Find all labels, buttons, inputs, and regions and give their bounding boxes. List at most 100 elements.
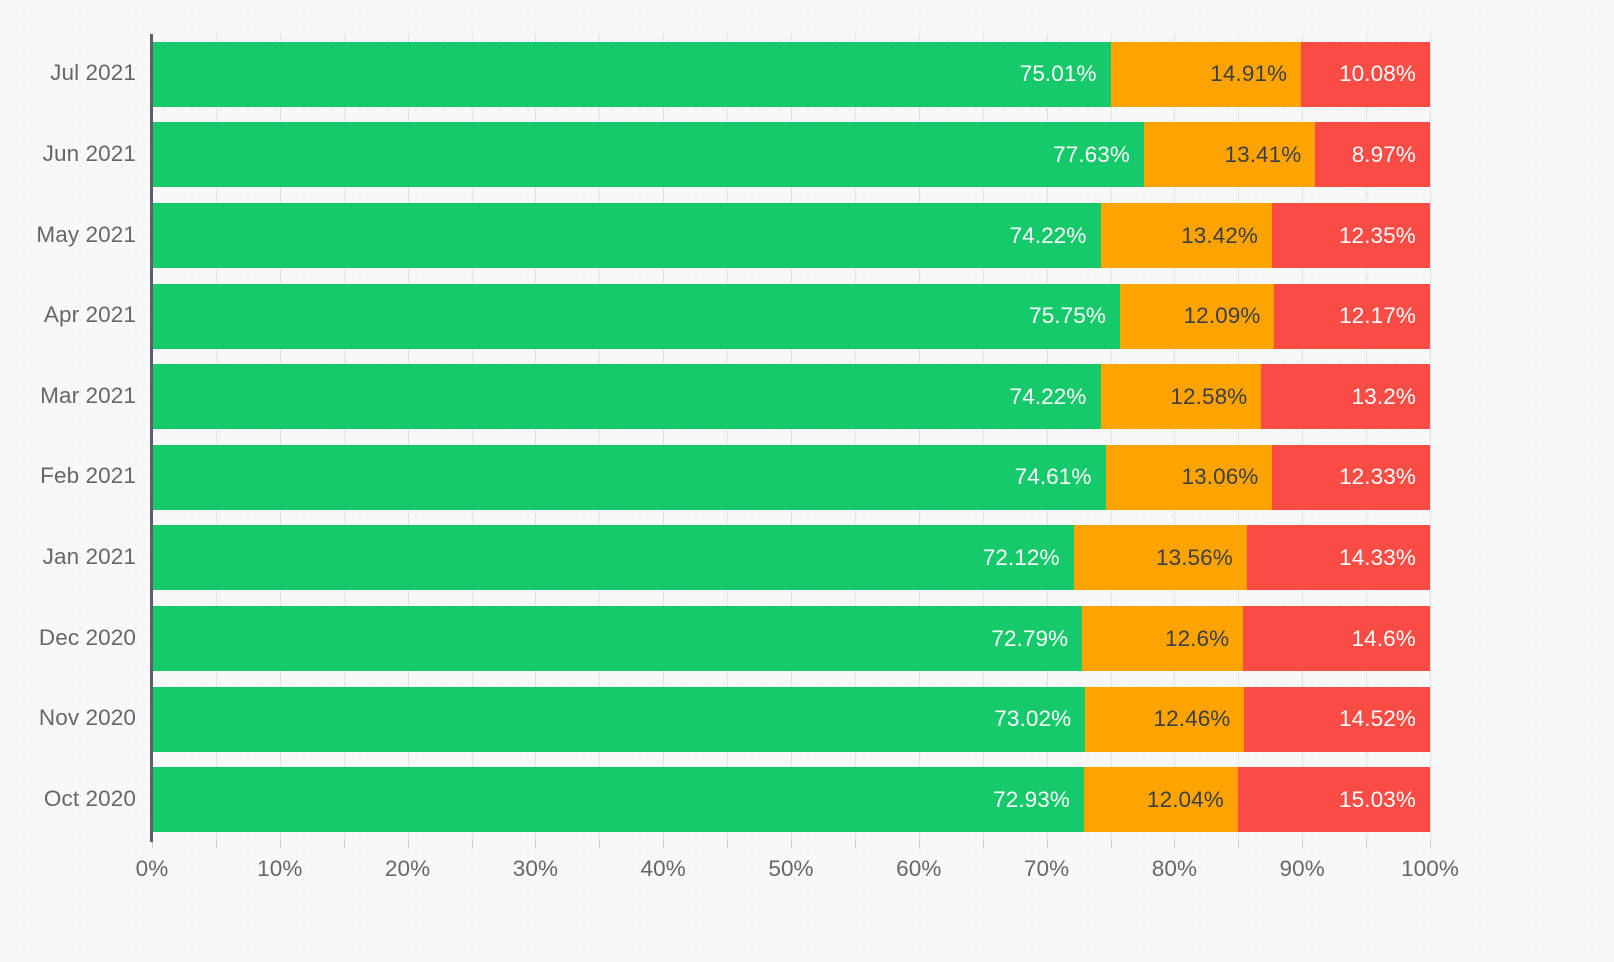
bar-segment-value-label: 13.06%	[1181, 464, 1259, 490]
bar-segment-value-label: 14.6%	[1351, 625, 1416, 651]
bar-segment-series-1[interactable]: 77.63%	[152, 122, 1145, 188]
bar-segment-value-label: 12.6%	[1164, 625, 1230, 651]
x-axis-tick-marks	[152, 840, 1431, 848]
bar-segment-value-label: 12.35%	[1338, 222, 1416, 248]
x-axis-label-100pct: 100%	[1401, 856, 1459, 881]
x-axis-tick-mark	[982, 840, 984, 848]
bar-segment-series-3[interactable]: 14.33%	[1246, 525, 1430, 591]
bar-segment-series-2[interactable]: 14.91%	[1110, 41, 1302, 107]
bar-segment-series-2[interactable]: 12.09%	[1120, 283, 1275, 349]
bar-segment-value-label: 72.93%	[993, 786, 1071, 812]
x-axis-tick-mark	[535, 840, 537, 848]
bar-row[interactable]: 72.93% 12.04% 15.03%	[152, 767, 1430, 833]
x-axis-label-90pct: 90%	[1279, 856, 1325, 881]
bar-segment-series-3[interactable]: 12.33%	[1272, 444, 1430, 510]
x-axis-tick-mark	[343, 840, 345, 848]
bar-segment-series-1[interactable]: 72.93%	[152, 767, 1085, 833]
bar-segment-series-3[interactable]: 10.08%	[1301, 41, 1430, 107]
bar-segment-series-2[interactable]: 13.56%	[1073, 525, 1247, 591]
x-axis-tick-mark	[1110, 840, 1112, 848]
x-axis-tick-mark	[279, 840, 281, 848]
bar-segment-value-label: 14.33%	[1339, 544, 1416, 570]
bar-row[interactable]: 74.22% 13.42% 12.35%	[152, 203, 1430, 268]
bar-segment-value-label: 74.22%	[1009, 222, 1087, 248]
bar-segment-series-2[interactable]: 13.41%	[1144, 122, 1316, 188]
x-axis-tick-mark	[1430, 840, 1431, 848]
x-axis-tick-mark	[663, 840, 665, 848]
x-axis-label-70pct: 70%	[1023, 856, 1070, 881]
bar-row[interactable]: 72.79% 12.6% 14.6%	[152, 606, 1430, 671]
bar-segment-value-label: 75.01%	[1019, 61, 1097, 87]
x-axis-tick-mark	[854, 840, 856, 848]
bars-layer: 75.01% 14.91% 10.08% 77.63% 13.41% 8.97% 74.22…	[152, 34, 1430, 840]
bar-segment-value-label: 8.97%	[1351, 141, 1416, 167]
y-axis-label-jul-2021: Jul 2021	[50, 60, 136, 86]
y-axis-label-may-2021: May 2021	[36, 221, 136, 247]
x-axis-tick-mark	[918, 840, 920, 848]
bar-row[interactable]: 74.61% 13.06% 12.33%	[152, 444, 1430, 510]
y-axis-label-feb-2021: Feb 2021	[40, 463, 136, 489]
x-axis-tick-mark	[1238, 840, 1240, 848]
bar-segment-series-2[interactable]: 12.46%	[1085, 686, 1245, 752]
bar-segment-series-3[interactable]: 13.2%	[1261, 364, 1430, 430]
bar-segment-value-label: 14.52%	[1339, 706, 1416, 732]
bar-segment-series-3[interactable]: 14.6%	[1243, 606, 1430, 671]
bar-segment-series-3[interactable]: 12.35%	[1272, 203, 1430, 268]
bar-row[interactable]: 75.01% 14.91% 10.08%	[152, 41, 1430, 107]
bar-segment-value-label: 74.22%	[1009, 383, 1087, 409]
bar-segment-value-label: 12.09%	[1183, 303, 1261, 329]
bar-segment-value-label: 74.61%	[1014, 464, 1092, 490]
x-axis-tick-mark	[1046, 840, 1048, 848]
bar-row[interactable]: 73.02% 12.46% 14.52%	[152, 686, 1430, 752]
x-axis-tick-mark	[215, 840, 217, 848]
x-axis-tick-mark	[407, 840, 409, 848]
bar-segment-series-1[interactable]: 74.22%	[152, 364, 1101, 430]
bar-segment-value-label: 12.04%	[1146, 786, 1224, 812]
bar-segment-value-label: 77.63%	[1053, 141, 1131, 167]
bar-segment-series-2[interactable]: 13.42%	[1100, 203, 1273, 268]
x-axis-label-10pct: 10%	[257, 856, 303, 881]
bar-segment-value-label: 14.91%	[1210, 61, 1288, 87]
bar-row[interactable]: 74.22% 12.58% 13.2%	[152, 364, 1430, 430]
x-axis-tick-mark	[471, 840, 473, 848]
x-axis-label-50pct: 50%	[768, 856, 814, 881]
bar-segment-value-label: 13.42%	[1181, 222, 1259, 248]
bar-segment-series-3[interactable]: 12.17%	[1274, 283, 1430, 349]
bar-segment-series-1[interactable]: 72.12%	[152, 525, 1074, 591]
bar-segment-series-3[interactable]: 15.03%	[1237, 767, 1430, 833]
bar-segment-value-label: 12.33%	[1339, 464, 1416, 490]
bar-segment-series-1[interactable]: 73.02%	[152, 686, 1086, 752]
bar-segment-series-1[interactable]: 74.61%	[152, 444, 1106, 510]
bar-segment-series-2[interactable]: 13.06%	[1105, 444, 1273, 510]
y-axis-label-jan-2021: Jan 2021	[42, 543, 136, 569]
x-axis-tick-mark	[1302, 840, 1304, 848]
plot-area: 75.01% 14.91% 10.08% 77.63% 13.41% 8.97% 74.22…	[152, 34, 1431, 840]
x-axis-tick-mark	[599, 840, 601, 848]
bar-segment-series-2[interactable]: 12.6%	[1082, 606, 1244, 671]
bar-segment-value-label: 12.17%	[1339, 303, 1416, 329]
bar-segment-series-1[interactable]: 74.22%	[152, 203, 1101, 268]
bar-segment-series-1[interactable]: 75.01%	[152, 41, 1111, 107]
bar-row[interactable]: 75.75% 12.09% 12.17%	[152, 283, 1430, 349]
x-axis-label-80pct: 80%	[1151, 856, 1198, 881]
x-axis-label-60pct: 60%	[896, 856, 942, 881]
x-axis-tick-labels: 0% 10% 20% 30% 40% 50% 60% 70% 80% 90% 100%	[136, 856, 1459, 896]
y-axis-label-apr-2021: Apr 2021	[43, 302, 136, 328]
y-axis-label-nov-2020: Nov 2020	[38, 705, 136, 731]
bar-row[interactable]: 72.12% 13.56% 14.33%	[152, 525, 1430, 591]
bar-segment-series-3[interactable]: 14.52%	[1244, 686, 1430, 752]
bar-segment-value-label: 15.03%	[1339, 786, 1416, 812]
bar-segment-value-label: 72.79%	[991, 625, 1069, 651]
y-axis-label-mar-2021: Mar 2021	[40, 382, 136, 408]
bar-segment-series-2[interactable]: 12.58%	[1100, 364, 1262, 430]
bar-row[interactable]: 77.63% 13.41% 8.97%	[152, 122, 1430, 188]
bar-segment-series-1[interactable]: 75.75%	[152, 283, 1120, 349]
bar-segment-value-label: 75.75%	[1029, 303, 1106, 329]
bar-segment-series-2[interactable]: 12.04%	[1084, 767, 1238, 833]
bar-segment-series-3[interactable]: 8.97%	[1315, 122, 1430, 188]
bar-segment-value-label: 12.46%	[1153, 706, 1231, 732]
bar-segment-series-1[interactable]: 72.79%	[152, 606, 1083, 671]
x-axis-label-30pct: 30%	[512, 856, 559, 881]
bar-segment-value-label: 12.58%	[1170, 383, 1248, 409]
